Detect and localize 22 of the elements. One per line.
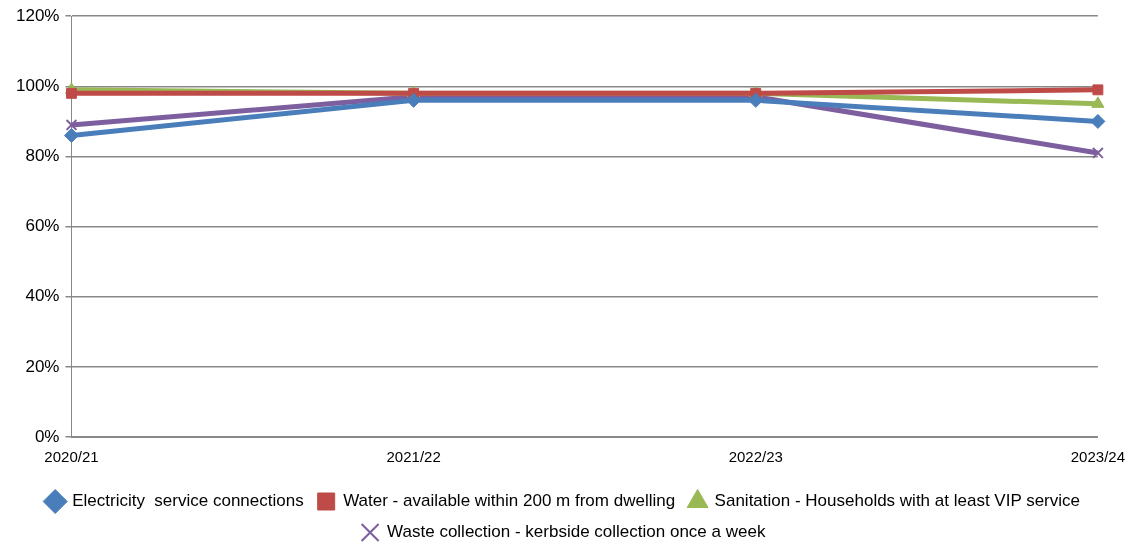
y-tick-label: 40% xyxy=(25,286,60,306)
y-tick-label: 0% xyxy=(34,426,60,446)
y-tick-label: 80% xyxy=(25,146,60,166)
legend-label: Water - available within 200 m from dwelling xyxy=(343,491,676,511)
y-tick-label: 100% xyxy=(16,76,60,96)
y-tick-label: 120% xyxy=(16,5,60,25)
point xyxy=(1091,147,1104,159)
point xyxy=(1092,84,1104,96)
point xyxy=(66,87,77,99)
point xyxy=(1090,113,1106,129)
x-tick-label: 2020/21 xyxy=(44,448,99,466)
legend-label: Electricity service connections xyxy=(72,491,304,511)
legend-label: Waste collection - kerbside collection once a week xyxy=(387,522,766,542)
x-tick-label: 2022/23 xyxy=(728,448,783,466)
point xyxy=(1091,96,1105,108)
y-tick-label: 20% xyxy=(25,356,60,376)
legend-label: Sanitation - Households with at least VIP service xyxy=(714,491,1081,511)
point xyxy=(63,127,79,143)
x-tick-label: 2023/24 xyxy=(1070,448,1126,466)
y-tick-label: 60% xyxy=(25,216,60,236)
point xyxy=(65,118,78,131)
x-tick-label: 2021/22 xyxy=(386,448,441,466)
